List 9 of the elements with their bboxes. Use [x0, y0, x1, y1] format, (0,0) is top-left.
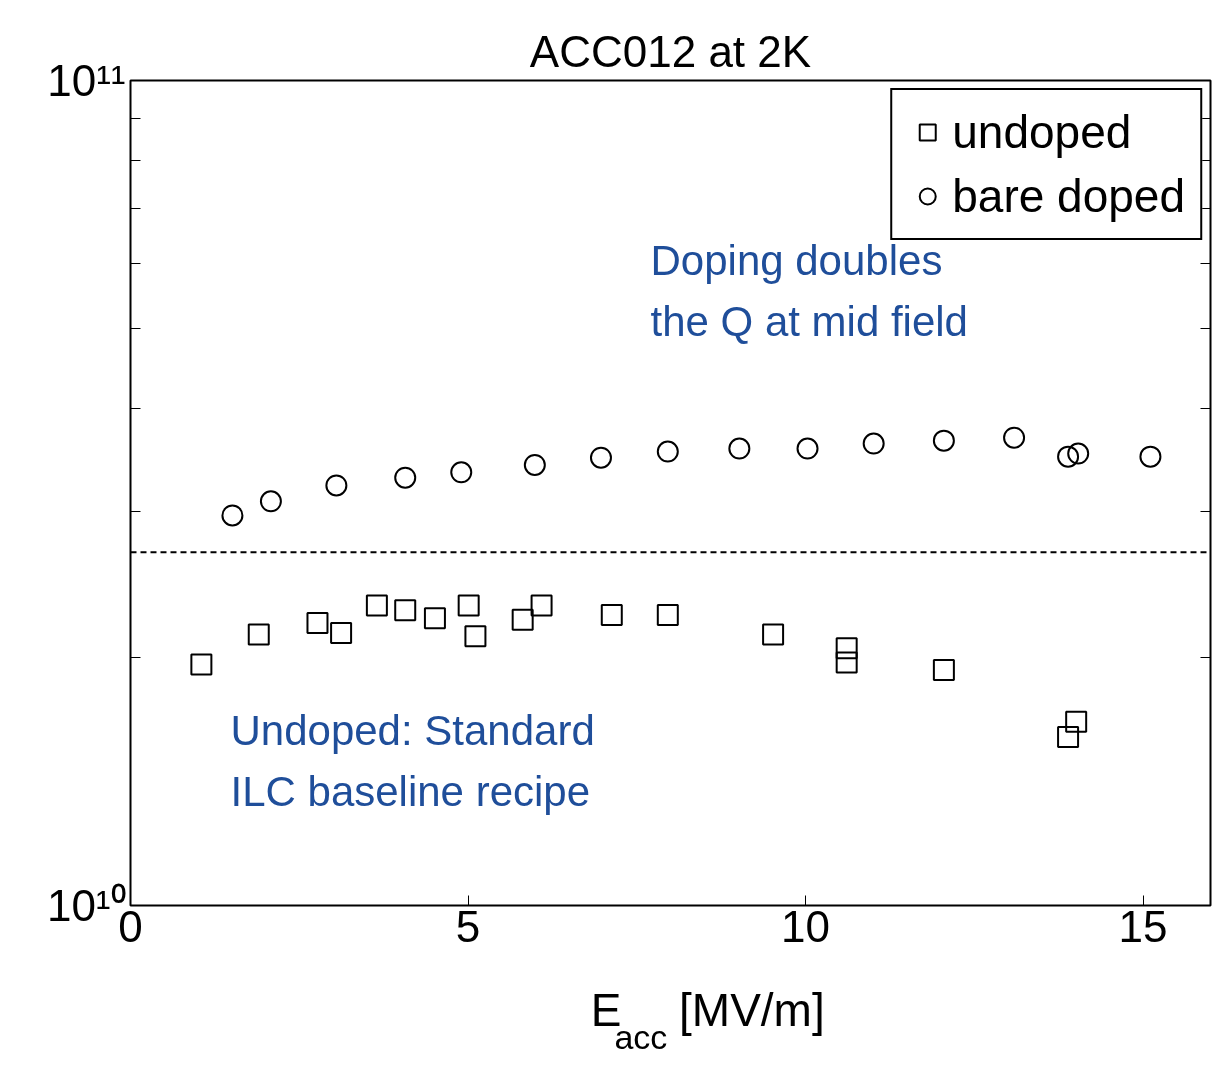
legend-label: undoped: [952, 105, 1132, 159]
x-tick-label: 15: [1118, 901, 1168, 951]
y-tick-label: 10¹¹: [47, 56, 126, 105]
chart-title: ACC012 at 2K: [529, 26, 812, 76]
annotation: Undoped: Standard ILC baseline recipe: [230, 707, 595, 816]
x-tick-label: 5: [455, 901, 481, 951]
legend-label: bare doped: [952, 169, 1185, 223]
x-tick-label: 10: [781, 901, 830, 951]
annotation: Doping doubles the Q at mid field: [650, 237, 968, 346]
